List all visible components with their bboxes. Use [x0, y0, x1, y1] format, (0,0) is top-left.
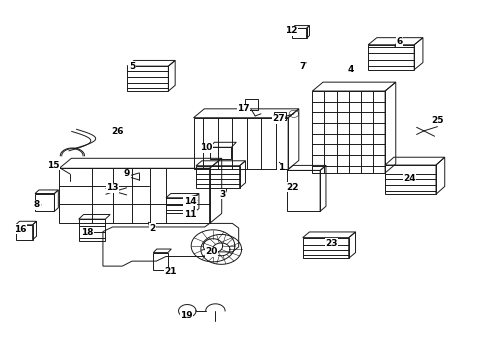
Text: 15: 15 — [47, 161, 59, 170]
Text: 6: 6 — [396, 37, 402, 46]
Text: 2: 2 — [149, 224, 155, 233]
Text: 7: 7 — [299, 62, 305, 71]
Text: 22: 22 — [285, 183, 298, 192]
Text: 21: 21 — [164, 267, 177, 276]
Text: 23: 23 — [325, 239, 337, 248]
Text: 13: 13 — [106, 183, 119, 192]
Text: 5: 5 — [129, 62, 135, 71]
Text: 18: 18 — [81, 228, 93, 237]
Text: 17: 17 — [237, 104, 249, 113]
Text: 4: 4 — [347, 65, 354, 74]
Text: 24: 24 — [402, 174, 415, 183]
Text: 26: 26 — [111, 127, 123, 136]
Text: 10: 10 — [200, 144, 212, 153]
Text: 25: 25 — [430, 116, 443, 125]
Text: 16: 16 — [14, 225, 27, 234]
Text: 11: 11 — [183, 210, 196, 219]
Text: 9: 9 — [124, 169, 130, 178]
Text: 19: 19 — [180, 311, 192, 320]
Text: 3: 3 — [219, 190, 225, 199]
Text: 14: 14 — [183, 197, 196, 206]
Text: 8: 8 — [34, 201, 40, 210]
Text: 1: 1 — [277, 163, 284, 172]
Text: 12: 12 — [284, 26, 297, 35]
Text: 27: 27 — [271, 114, 284, 123]
Text: 20: 20 — [205, 247, 217, 256]
